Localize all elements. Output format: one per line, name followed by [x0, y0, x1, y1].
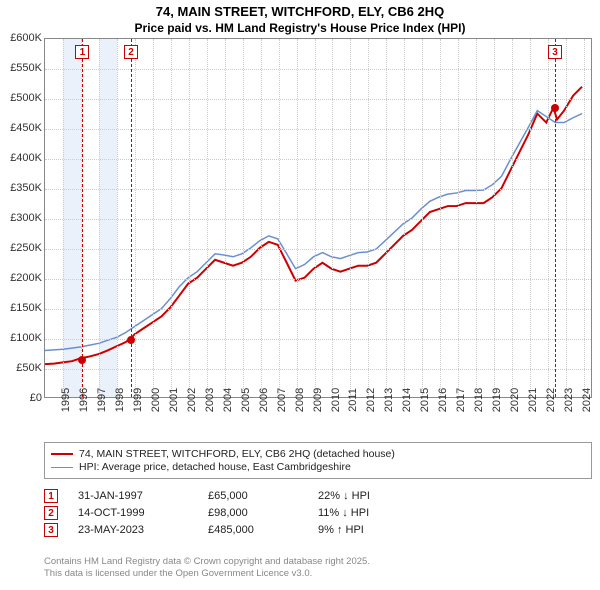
legend-swatch — [51, 467, 73, 468]
y-tick-label: £400K — [0, 152, 42, 164]
footer-line1: Contains HM Land Registry data © Crown c… — [44, 556, 592, 568]
line-chart: 1 2 3 £0 £50K £100K £150K £200K £250K £300K £350K… — [0, 38, 600, 430]
series-svg — [45, 39, 591, 397]
sale-marker-box: 1 — [75, 45, 89, 59]
y-tick-label: £200K — [0, 272, 42, 284]
legend: 74, MAIN STREET, WITCHFORD, ELY, CB6 2HQ… — [44, 442, 592, 479]
legend-row: 74, MAIN STREET, WITCHFORD, ELY, CB6 2HQ… — [51, 448, 585, 460]
sales-row: 1 31-JAN-1997 £65,000 22% ↓ HPI — [44, 489, 592, 503]
y-tick-label: £300K — [0, 212, 42, 224]
gridline-h — [45, 159, 591, 160]
sales-row-id: 2 — [44, 506, 58, 520]
y-tick-label: £0 — [0, 392, 42, 404]
gridline-v — [458, 39, 459, 397]
sales-row-date: 23-MAY-2023 — [78, 524, 188, 536]
gridline-v — [440, 39, 441, 397]
gridline-h — [45, 249, 591, 250]
y-tick-label: £450K — [0, 122, 42, 134]
plot-area: 1 2 3 — [44, 38, 592, 398]
y-tick-label: £50K — [0, 362, 42, 374]
sales-row-date: 14-OCT-1999 — [78, 507, 188, 519]
gridline-v — [404, 39, 405, 397]
gridline-v — [548, 39, 549, 397]
sales-table: 1 31-JAN-1997 £65,000 22% ↓ HPI 2 14-OCT-1999… — [44, 486, 592, 540]
gridline-v — [207, 39, 208, 397]
y-tick-label: £500K — [0, 92, 42, 104]
sales-row-id: 3 — [44, 523, 58, 537]
gridline-v — [350, 39, 351, 397]
sales-row-price: £485,000 — [208, 524, 298, 536]
sale-marker-dot — [551, 104, 559, 112]
y-tick-label: £150K — [0, 302, 42, 314]
gridline-v — [512, 39, 513, 397]
legend-swatch — [51, 453, 73, 455]
gridline-v — [63, 39, 64, 397]
legend-label: HPI: Average price, detached house, East… — [79, 461, 351, 473]
sale-date-line — [555, 39, 556, 397]
sale-marker-box: 3 — [548, 45, 562, 59]
gridline-v — [99, 39, 100, 397]
gridline-h — [45, 279, 591, 280]
sales-row: 2 14-OCT-1999 £98,000 11% ↓ HPI — [44, 506, 592, 520]
sale-marker-dot — [78, 356, 86, 364]
chart-title: 74, MAIN STREET, WITCHFORD, ELY, CB6 2HQ… — [0, 0, 600, 36]
gridline-h — [45, 369, 591, 370]
gridline-v — [494, 39, 495, 397]
gridline-v — [117, 39, 118, 397]
gridline-v — [297, 39, 298, 397]
gridline-v — [189, 39, 190, 397]
sales-row-delta: 22% ↓ HPI — [318, 490, 408, 502]
gridline-v — [584, 39, 585, 397]
sales-row-id: 1 — [44, 489, 58, 503]
gridline-v — [476, 39, 477, 397]
gridline-h — [45, 69, 591, 70]
gridline-h — [45, 99, 591, 100]
y-tick-label: £350K — [0, 182, 42, 194]
gridline-h — [45, 219, 591, 220]
sales-row-date: 31-JAN-1997 — [78, 490, 188, 502]
y-tick-label: £100K — [0, 332, 42, 344]
gridline-v — [315, 39, 316, 397]
gridline-v — [386, 39, 387, 397]
gridline-h — [45, 129, 591, 130]
sale-marker-box: 2 — [124, 45, 138, 59]
gridline-v — [261, 39, 262, 397]
legend-row: HPI: Average price, detached house, East… — [51, 461, 585, 473]
gridline-h — [45, 189, 591, 190]
gridline-v — [566, 39, 567, 397]
gridline-v — [135, 39, 136, 397]
x-tick-label: 2025 — [583, 388, 600, 412]
gridline-v — [422, 39, 423, 397]
y-tick-label: £550K — [0, 62, 42, 74]
gridline-v — [225, 39, 226, 397]
sales-row-price: £98,000 — [208, 507, 298, 519]
gridline-v — [332, 39, 333, 397]
sale-marker-dot — [127, 336, 135, 344]
sales-row: 3 23-MAY-2023 £485,000 9% ↑ HPI — [44, 523, 592, 537]
sales-row-delta: 11% ↓ HPI — [318, 507, 408, 519]
gridline-v — [243, 39, 244, 397]
y-tick-label: £250K — [0, 242, 42, 254]
title-line2: Price paid vs. HM Land Registry's House … — [0, 21, 600, 37]
gridline-v — [153, 39, 154, 397]
y-tick-label: £600K — [0, 32, 42, 44]
footer-line2: This data is licensed under the Open Gov… — [44, 568, 592, 580]
gridline-v — [368, 39, 369, 397]
title-line1: 74, MAIN STREET, WITCHFORD, ELY, CB6 2HQ — [0, 4, 600, 21]
gridline-v — [530, 39, 531, 397]
sales-row-price: £65,000 — [208, 490, 298, 502]
sale-date-line — [82, 39, 83, 397]
footer-attribution: Contains HM Land Registry data © Crown c… — [44, 556, 592, 581]
sales-row-delta: 9% ↑ HPI — [318, 524, 408, 536]
gridline-v — [171, 39, 172, 397]
legend-label: 74, MAIN STREET, WITCHFORD, ELY, CB6 2HQ… — [79, 448, 395, 460]
gridline-h — [45, 309, 591, 310]
gridline-v — [279, 39, 280, 397]
